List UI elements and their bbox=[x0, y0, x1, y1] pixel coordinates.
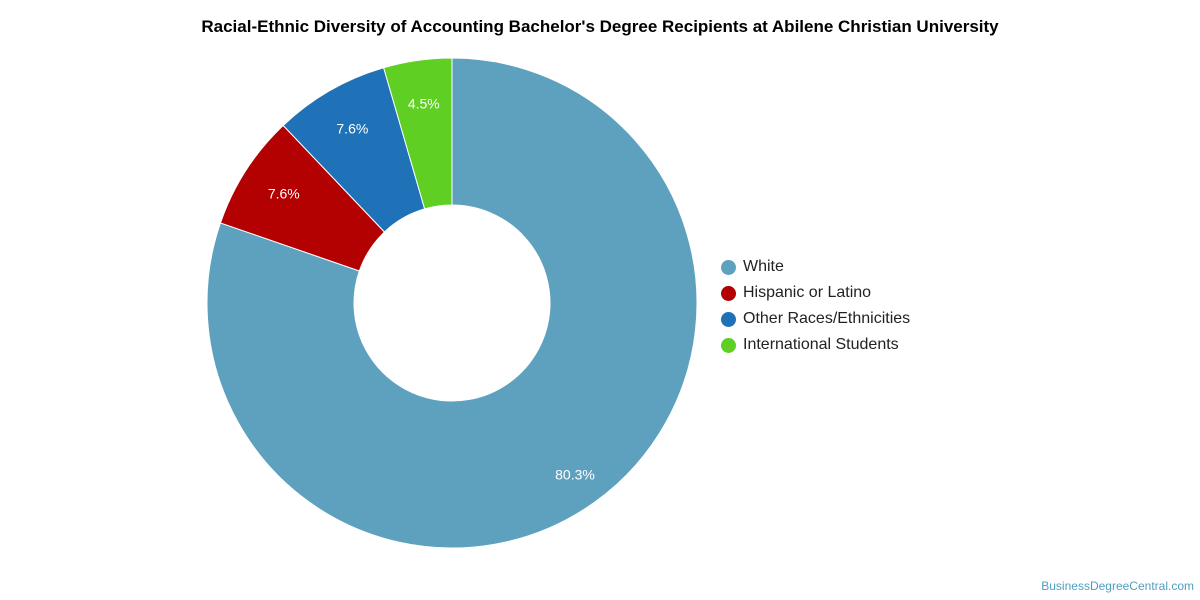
legend-marker bbox=[721, 311, 736, 327]
chart-title: Racial-Ethnic Diversity of Accounting Ba… bbox=[201, 17, 999, 36]
legend-item-white[interactable]: White bbox=[721, 254, 910, 280]
legend-label: Hispanic or Latino bbox=[743, 284, 872, 301]
data-label-white: 80.3% bbox=[555, 467, 595, 483]
legend-marker bbox=[721, 285, 736, 301]
legend-item-other-races-ethnicities[interactable]: Other Races/Ethnicities bbox=[721, 306, 910, 332]
legend-marker bbox=[721, 259, 736, 275]
slice-international-students[interactable] bbox=[383, 57, 453, 210]
data-label-hispanic-or-latino: 7.6% bbox=[268, 185, 300, 201]
legend-label: White bbox=[743, 258, 784, 275]
data-label-international-students: 4.5% bbox=[408, 96, 440, 112]
legend-label: International Students bbox=[743, 336, 899, 353]
legend-label: Other Races/Ethnicities bbox=[743, 310, 911, 327]
legend-item-hispanic-or-latino[interactable]: Hispanic or Latino bbox=[721, 280, 910, 306]
source-credit[interactable]: BusinessDegreeCentral.com bbox=[1041, 579, 1194, 593]
data-label-other-races-ethnicities: 7.6% bbox=[336, 120, 368, 136]
legend-marker bbox=[721, 337, 736, 353]
slice-white[interactable] bbox=[206, 57, 698, 549]
chart-legend: White Hispanic or Latino Other Races/Ethni… bbox=[721, 254, 910, 358]
legend-item-international-students[interactable]: International Students bbox=[721, 332, 910, 358]
